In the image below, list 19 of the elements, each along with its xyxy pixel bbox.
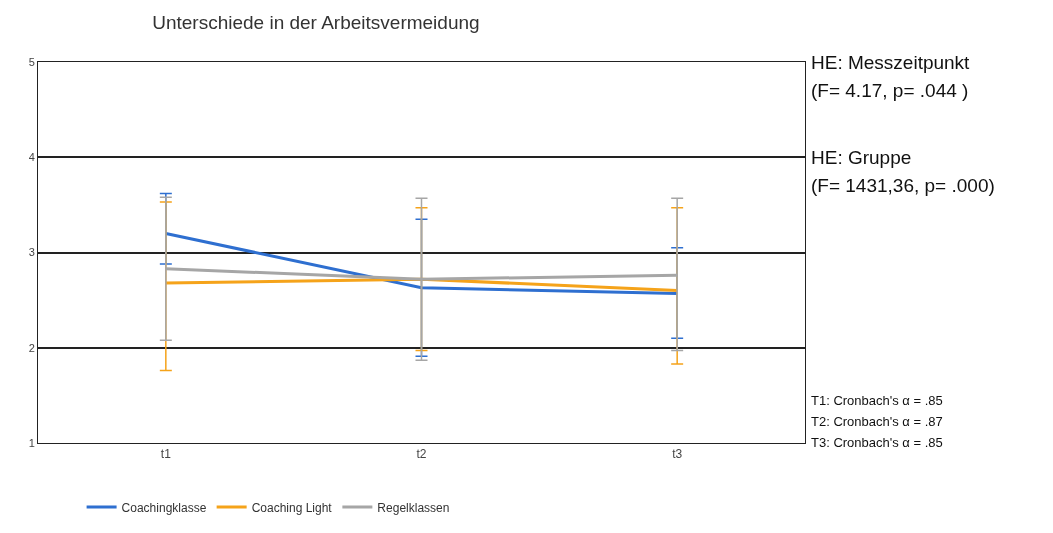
y-tick-label: 5 bbox=[28, 55, 35, 68]
legend-label: Coaching Light bbox=[251, 500, 333, 515]
x-tick-label: t1 bbox=[160, 447, 172, 462]
y-tick-label: 2 bbox=[28, 341, 35, 354]
y-tick-label: 1 bbox=[28, 436, 35, 449]
legend-label: Regelklassen bbox=[377, 500, 450, 515]
text: (F= 1431,36, p= .000) bbox=[811, 175, 995, 196]
text: T3: Cronbach's α = .85 bbox=[811, 435, 943, 450]
text: HE: Gruppe bbox=[811, 147, 912, 168]
y-tick-label: 4 bbox=[28, 151, 35, 164]
legend-label: Coachingklasse bbox=[121, 500, 207, 515]
text: (F= 4.17, p= .044 ) bbox=[811, 80, 969, 101]
text: T2: Cronbach's α = .87 bbox=[811, 414, 943, 429]
chart-title: Unterschiede in der Arbeitsvermeidung bbox=[152, 12, 480, 34]
x-tick-label: t3 bbox=[672, 447, 683, 462]
text: T1: Cronbach's α = .85 bbox=[811, 393, 943, 408]
text: HE: Messzeitpunkt bbox=[811, 52, 971, 73]
y-tick-label: 3 bbox=[28, 246, 35, 259]
x-tick-label: t2 bbox=[416, 447, 427, 462]
